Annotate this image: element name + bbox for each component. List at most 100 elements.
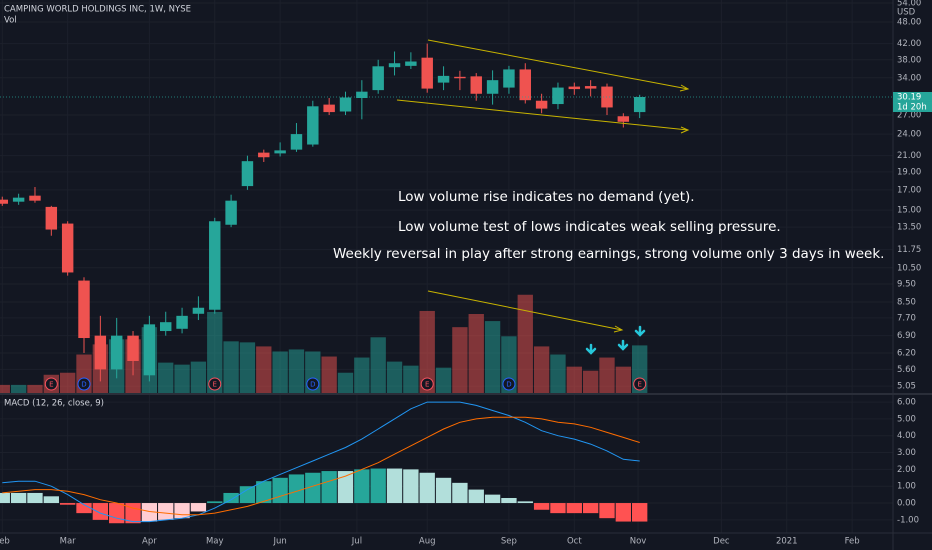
y-tick-label: 2.00 (897, 465, 916, 475)
histogram-bar (517, 501, 533, 504)
y-tick-label: 34.00 (897, 73, 921, 83)
event-label: E (425, 381, 429, 389)
histogram-bar (10, 492, 27, 504)
y-tick-label: 5.05 (897, 382, 916, 392)
volume-bar (435, 367, 452, 393)
candle-body (307, 106, 319, 145)
volume-bar (452, 327, 468, 393)
volume-bar (0, 384, 10, 393)
candle-body (143, 324, 156, 376)
histogram-bar (370, 468, 386, 504)
histogram-bar (550, 503, 566, 514)
y-tick-label: 5.60 (897, 365, 916, 375)
x-tick-label: Dec (713, 537, 730, 547)
volume-bar (190, 361, 207, 393)
candle-body (470, 76, 482, 94)
volume-bar (386, 361, 403, 393)
volume-bar (223, 341, 239, 393)
histogram-bar (354, 469, 370, 504)
histogram-bar (566, 503, 582, 514)
annotation: Weekly reversal in play after strong ear… (333, 246, 884, 262)
volume-bar (599, 357, 615, 393)
candle-body (45, 206, 58, 230)
down-arrow (617, 339, 629, 351)
histogram-bar (190, 503, 207, 512)
candle-body (552, 87, 564, 105)
histogram-bar (256, 481, 272, 504)
y-tick-label: 38.00 (897, 55, 921, 65)
event-label: D (506, 381, 511, 389)
y-tick-label: 9.50 (897, 279, 916, 289)
arrows (585, 325, 646, 355)
volume-bar (550, 354, 566, 393)
histogram-bar (484, 494, 501, 504)
histogram-bar (305, 472, 321, 504)
event-marker (77, 377, 91, 391)
y-tick-label: 48.00 (897, 18, 921, 28)
candle-body (437, 75, 450, 83)
x-tick-label: Mar (60, 537, 77, 547)
currency: USD (897, 8, 916, 18)
volume-bar (582, 370, 599, 393)
volume-bar (239, 342, 256, 393)
candle-body (339, 97, 352, 112)
candle-body (29, 195, 41, 201)
event-label: E (637, 381, 641, 389)
down-arrow (585, 343, 597, 355)
y-tick-label: 7.70 (897, 313, 916, 323)
y-tick-label: 6.90 (897, 331, 916, 341)
candle-body (209, 221, 221, 310)
trendline (427, 39, 689, 90)
histogram-bar (419, 472, 435, 504)
y-tick-label: 15.00 (897, 206, 921, 216)
trendline (396, 99, 689, 131)
event-label: E (49, 381, 53, 389)
histogram-bar (272, 477, 288, 504)
trendline (427, 290, 623, 331)
countdown: 1d 20h (897, 102, 927, 112)
annotation: Low volume rise indicates no demand (yet… (398, 189, 695, 205)
down-arrow (634, 325, 646, 337)
histogram-bar (615, 503, 632, 522)
volume-bar (174, 364, 190, 393)
histogram-bar (125, 503, 141, 524)
histogram-bar (452, 482, 468, 504)
y-tick-label: 13.50 (897, 223, 921, 233)
event-marker (633, 377, 647, 391)
candle-body (61, 223, 74, 273)
histogram-bar (239, 486, 256, 504)
macd-line (2, 401, 640, 523)
y-tick-label: 21.00 (897, 151, 921, 161)
candle-body (12, 197, 25, 202)
volume-bar (27, 384, 43, 393)
candle-body (454, 76, 466, 79)
y-tick-label: 24.00 (897, 130, 921, 140)
x-tick-label: 2021 (776, 537, 798, 547)
candle-body (568, 86, 581, 90)
candle-body (388, 63, 401, 68)
candle-body (176, 315, 188, 329)
volume-bar (337, 372, 354, 393)
x-tick-label: Jun (272, 537, 286, 547)
histogram-bar (0, 492, 10, 504)
trendline-arrow (613, 325, 624, 333)
histogram-bar (321, 471, 337, 504)
volume-bar (59, 372, 76, 393)
candle-body (192, 307, 205, 314)
volume-bar (158, 362, 174, 393)
candle-body (356, 91, 368, 99)
y-tick-label: 6.20 (897, 348, 916, 358)
candle-body (78, 280, 90, 339)
histogram-bar (288, 474, 305, 504)
price-label-box (893, 91, 932, 102)
y-tick-label: -1.00 (897, 515, 919, 525)
volume-bar (615, 366, 632, 393)
x-tick-label: Nov (630, 537, 647, 547)
histogram-bar (435, 477, 452, 504)
volume-bar (256, 346, 272, 393)
histogram-bar (223, 492, 239, 504)
candle-body (633, 96, 646, 113)
histogram-bar (632, 503, 648, 522)
